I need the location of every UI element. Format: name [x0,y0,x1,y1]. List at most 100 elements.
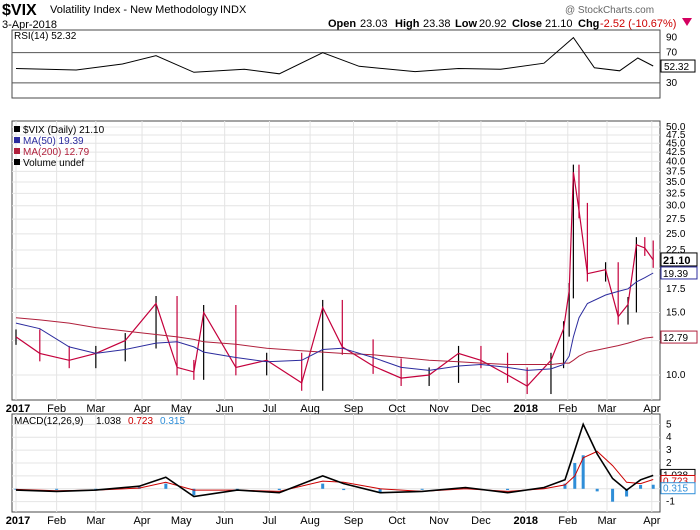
macd-hist-bar [164,483,168,489]
macd-xtick: Jun [216,515,234,527]
macd-hist-bar [14,488,18,490]
macd-last-box [660,482,696,495]
close-label: Close [512,18,542,30]
macd-hist-bar [94,488,98,490]
macd-hist-bar [342,488,346,491]
open-label: Open [328,18,356,30]
macd-hist-bar [625,488,629,497]
macd-xtick: May [171,515,192,527]
macd-hist-bar [611,488,615,502]
macd-ytick: 5 [666,419,672,430]
exchange-label: INDX [220,4,247,16]
macd-xtick: Feb [558,515,577,527]
price-xtick: Feb [47,403,66,415]
macd-hist-bar [192,488,196,496]
price-line [15,172,654,387]
price-ytick: 25.0 [666,229,686,240]
price-legend-entry: MA(50) 19.39 [23,136,84,147]
price-xtick: Apr [133,403,150,415]
macd-xtick: Apr [643,515,660,527]
price-ytick: 15.0 [666,308,686,319]
macd-xtick: Mar [598,515,617,527]
price-ytick: 45.0 [666,138,686,149]
macd-legend-title: MACD(12,26,9) [14,416,83,427]
price-xtick: 2018 [514,403,538,415]
rsi-last-label: 52.32 [664,62,689,73]
ma50-last-label: 19.39 [663,269,688,280]
macd-hist-bar [639,484,643,489]
price-legend-swatch [14,137,20,143]
close-last-box [660,252,698,267]
price-xtick: Dec [471,403,491,415]
macd-line [15,422,654,498]
low-value: 20.92 [479,18,507,30]
macd-legend-macd: 1.038 [96,416,121,427]
price-xtick: 2017 [6,403,30,415]
ma50-last-box [660,266,698,280]
price-legend-swatch [14,148,20,154]
price-ytick: 37.5 [666,166,686,177]
ticker-symbol: $VIX [2,2,37,19]
close-last-label: 21.10 [663,255,691,267]
high-label: High [395,18,420,30]
price-ytick: 17.5 [666,284,686,295]
macd-hist-bar [55,488,59,490]
macd-xtick: Apr [133,515,150,527]
macd-ytick: 3 [666,445,672,456]
price-legend-swatch [14,126,20,132]
price-xtick: Jul [262,403,276,415]
macd-hist-bar [321,483,325,489]
macd-xtick: 2017 [6,515,30,527]
price-ytick: 47.5 [666,130,686,141]
down-arrow-icon [682,18,692,26]
price-xtick: Nov [429,403,449,415]
macd-xtick: Nov [429,515,449,527]
macd-hist-bar [506,488,510,491]
chg-label: Chg [578,18,599,30]
instrument-name: Volatility Index - New Methodology [50,4,219,16]
price-xtick: Mar [598,403,617,415]
price-legend-entry: $VIX (Daily) 21.10 [23,125,105,136]
price-xtick: Feb [558,403,577,415]
price-ytick: 40.0 [666,156,686,167]
chg-value: -2.52 (-10.67%) [600,18,676,30]
watermark: @ StockCharts.com [565,5,654,16]
price-ytick: 35.0 [666,177,686,188]
macd-hist-bar [378,488,382,493]
macd-last-label: 0.315 [663,484,688,495]
macd-hist-bar [595,488,599,492]
macd-xtick: Feb [47,515,66,527]
price-ytick: 10.0 [666,370,686,381]
macd-hist-bar [563,483,567,489]
ma50-line [15,272,654,371]
macd-xtick: Jul [262,515,276,527]
macd-hist-bar [277,488,281,491]
price-xtick: Apr [643,403,660,415]
macd-xtick: 2018 [514,515,538,527]
price-ytick: 50.0 [666,122,686,133]
price-ytick: 22.5 [666,245,686,256]
rsi-panel-frame [11,29,661,99]
price-ytick: 30.0 [666,201,686,212]
rsi-last-box [660,59,696,73]
open-value: 23.03 [360,18,388,30]
low-label: Low [455,18,477,30]
close-value: 21.10 [545,18,573,30]
price-ytick: 27.5 [666,214,686,225]
macd-hist-bar [420,488,424,490]
rsi-line [15,36,654,75]
macd-hist-bar [651,484,655,489]
price-legend-entry: Volume undef [23,158,84,169]
price-ytick: 42.5 [666,147,686,158]
price-xtick: Jun [216,403,234,415]
rsi-legend: RSI(14) 52.32 [14,31,77,42]
ma200-line [15,317,654,365]
rsi-ytick-70: 70 [666,48,678,59]
price-xtick: Aug [300,403,320,415]
macd-xtick: Aug [300,515,320,527]
price-xtick: May [171,403,192,415]
macd-hist-bar [235,488,239,490]
macd-xtick: Oct [388,515,405,527]
macd-last-label: 0.723 [663,476,688,487]
macd-ytick: -1 [666,497,675,508]
